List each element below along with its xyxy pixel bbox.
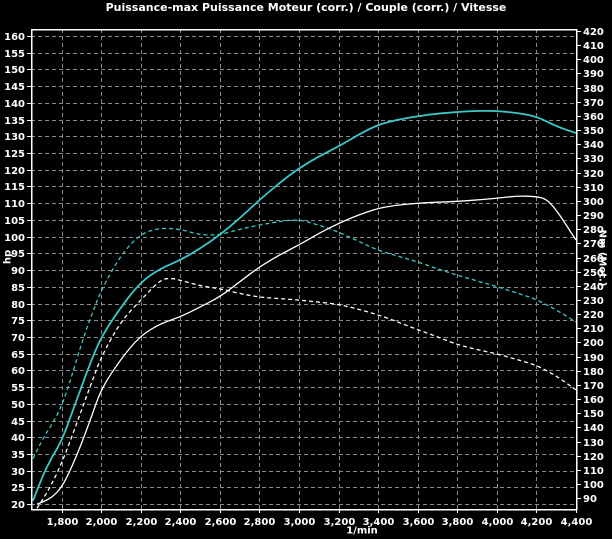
y-left-tick-label: 60: [11, 366, 25, 377]
y-left-tick-label: 145: [4, 82, 25, 93]
y-right-tick-label: 400: [583, 55, 604, 66]
y-right-tick-label: 140: [583, 423, 604, 434]
y-left-tick-label: 85: [11, 283, 25, 294]
y-left-tick-label: 80: [11, 300, 25, 311]
y-right-tick-label: 320: [583, 169, 604, 180]
y-left-tick-label: 50: [11, 400, 25, 411]
y-right-tick-label: 130: [583, 438, 604, 449]
x-tick-label: 3,000: [284, 517, 316, 528]
y-right-tick-label: 240: [583, 282, 604, 293]
y-right-tick-label: 100: [583, 480, 604, 491]
y-right-tick-label: 90: [583, 494, 597, 505]
y-left-tick-label: 35: [11, 450, 25, 461]
y-left-tick-label: 155: [4, 49, 25, 60]
y-left-tick-label: 100: [4, 233, 25, 244]
y-right-tick-label: 270: [583, 239, 604, 250]
axis-ticks: [27, 31, 581, 513]
x-tick-label: 2,800: [244, 517, 276, 528]
x-tick-label: 3,800: [442, 517, 474, 528]
y-right-tick-label: 150: [583, 409, 604, 420]
y-right-tick-label: 390: [583, 69, 604, 80]
y-left-tick-label: 95: [11, 249, 25, 260]
plot-border: [30, 28, 578, 511]
y-left-tick-label: 125: [4, 149, 25, 160]
y-left-tick-label: 150: [4, 65, 25, 76]
y-right-tick-label: 310: [583, 183, 604, 194]
puissance-corr-curve: [32, 110, 577, 502]
y-left-tick-label: 70: [11, 333, 25, 344]
y-right-tick-label: 350: [583, 126, 604, 137]
x-axis-title: 1/min: [346, 525, 378, 537]
x-tick-label: 1,800: [47, 517, 79, 528]
y-right-tick-label: 160: [583, 395, 604, 406]
y-right-tick-label: 410: [583, 41, 604, 52]
y-left-tick-label: 120: [4, 166, 25, 177]
y-right-tick-label: 190: [583, 353, 604, 364]
y-right-tick-label: 340: [583, 140, 604, 151]
y-left-tick-label: 40: [11, 433, 25, 444]
x-tick-label: 3,400: [363, 517, 395, 528]
y-axis-left-title: hp: [2, 249, 14, 265]
y-left-tick-label: 65: [11, 350, 25, 361]
y-left-tick-label: 20: [11, 500, 25, 511]
couple-corr-curve: [32, 219, 577, 459]
y-left-tick-label: 30: [11, 467, 25, 478]
y-right-tick-label: 120: [583, 452, 604, 463]
x-tick-label: 2,000: [86, 517, 118, 528]
y-right-tick-label: 220: [583, 310, 604, 321]
y-left-tick-label: 115: [4, 182, 25, 193]
y-right-tick-label: 230: [583, 296, 604, 307]
y-left-tick-label: 90: [11, 266, 25, 277]
x-tick-label: 4,000: [482, 517, 514, 528]
y-left-tick-label: 160: [4, 32, 25, 43]
y-right-tick-label: 420: [583, 27, 604, 38]
series-curves: [32, 110, 577, 509]
y-right-tick-label: 180: [583, 367, 604, 378]
y-right-tick-label: 250: [583, 268, 604, 279]
x-tick-label: 4,200: [521, 517, 553, 528]
x-tick-label: 3,600: [403, 517, 435, 528]
y-left-tick-label: 45: [11, 417, 25, 428]
puissance-curve: [36, 195, 577, 505]
y-right-tick-label: 300: [583, 197, 604, 208]
x-tick-label: 3,200: [324, 517, 356, 528]
y-right-tick-label: 380: [583, 84, 604, 95]
x-tick-label: 2,400: [165, 517, 197, 528]
couple-curve: [36, 277, 577, 509]
x-tick-label: 2,200: [126, 517, 158, 528]
y-right-tick-label: 200: [583, 338, 604, 349]
y-right-tick-label: 210: [583, 324, 604, 335]
y-axis-right-title: Nm (Mot.): [596, 229, 608, 287]
y-left-tick-label: 55: [11, 383, 25, 394]
y-left-tick-label: 110: [4, 199, 25, 210]
y-right-tick-label: 260: [583, 254, 604, 265]
y-left-tick-label: 140: [4, 99, 25, 110]
y-left-tick-label: 130: [4, 132, 25, 143]
x-tick-label: 2,600: [205, 517, 237, 528]
y-right-tick-label: 110: [583, 466, 604, 477]
y-left-tick-label: 25: [11, 483, 25, 494]
y-left-tick-label: 75: [11, 316, 25, 327]
chart-title: Puissance-max Puissance Moteur (corr.) /…: [105, 1, 507, 14]
y-right-tick-label: 170: [583, 381, 604, 392]
y-right-tick-label: 280: [583, 225, 604, 236]
y-right-tick-label: 370: [583, 98, 604, 109]
y-right-tick-label: 330: [583, 154, 604, 165]
y-left-tick-label: 105: [4, 216, 25, 227]
x-tick-label: 4,400: [561, 517, 593, 528]
y-left-tick-label: 135: [4, 116, 25, 127]
y-right-tick-label: 290: [583, 211, 604, 222]
y-right-tick-label: 360: [583, 112, 604, 123]
axis-tick-labels: 20 25 30 35 40 45 50 55 60 65 70 75 80 85 90 95 100 105 11…: [4, 27, 604, 528]
